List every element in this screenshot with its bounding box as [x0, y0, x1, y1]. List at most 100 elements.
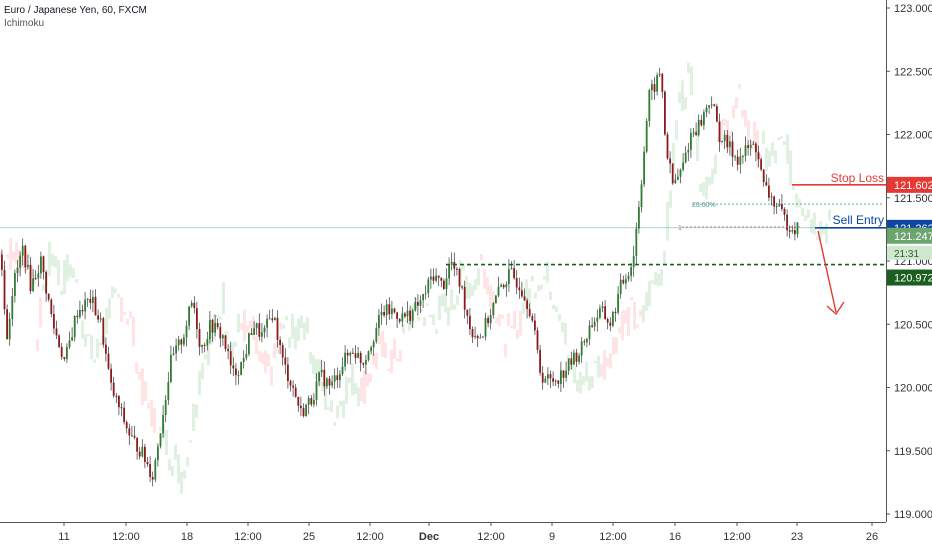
- candle-body: [118, 396, 120, 408]
- candle-body: [692, 132, 695, 134]
- candle-body: [697, 119, 700, 136]
- candle-body: [487, 317, 489, 324]
- cloud-segment: [747, 120, 750, 139]
- candle-body: [266, 318, 268, 328]
- cloud-segment: [543, 276, 546, 280]
- candle-body: [718, 121, 721, 142]
- candle-body: [242, 357, 245, 363]
- cloud-segment: [207, 336, 210, 365]
- candle-body: [274, 317, 276, 321]
- candle-body: [775, 206, 778, 208]
- candle-body: [302, 408, 305, 417]
- cloud-segment: [243, 309, 246, 342]
- cloud-segment: [516, 330, 519, 339]
- candle-body: [781, 203, 783, 209]
- candle-body: [359, 352, 362, 363]
- candle-body: [141, 446, 144, 457]
- cloud-segment: [786, 134, 789, 164]
- candle-body: [401, 313, 404, 322]
- candle-body: [305, 404, 307, 417]
- candle-body: [380, 312, 383, 316]
- candle-body: [684, 152, 687, 163]
- cloud-segment: [489, 285, 492, 308]
- candle-body: [570, 358, 573, 365]
- cloud-segment: [540, 284, 543, 290]
- cloud-segment: [315, 359, 318, 381]
- candle-body: [253, 328, 255, 335]
- cloud-segment: [501, 314, 504, 319]
- cloud-segment: [321, 381, 324, 392]
- candle-body: [773, 196, 775, 207]
- candle-body: [599, 308, 601, 318]
- candle-body: [752, 143, 755, 145]
- candle-body: [544, 378, 547, 383]
- candle-body: [518, 287, 521, 291]
- candle-body: [81, 309, 84, 312]
- candle-body: [505, 284, 508, 288]
- candle-body: [669, 158, 671, 164]
- candle-body: [710, 104, 713, 106]
- candle-body: [448, 264, 450, 279]
- cloud-segment: [525, 279, 528, 308]
- candle-body: [294, 387, 297, 397]
- cloud-segment: [183, 470, 186, 479]
- candle-body: [372, 341, 375, 348]
- cloud-segment: [273, 343, 276, 358]
- cloud-segment: [771, 142, 774, 157]
- candle-body: [315, 381, 318, 401]
- cloud-segment: [537, 285, 540, 292]
- y-tick-label: 122.000: [894, 130, 932, 142]
- cloud-segment: [99, 342, 102, 346]
- candle-body: [167, 382, 170, 400]
- candle-body: [625, 279, 627, 284]
- cloud-segment: [666, 201, 669, 241]
- cloud-segment: [498, 314, 501, 326]
- cloud-segment: [267, 353, 270, 367]
- y-tick-label: 122.500: [894, 66, 932, 78]
- cloud-segment: [627, 306, 630, 336]
- candle-body: [502, 284, 505, 288]
- candle-body: [760, 159, 762, 170]
- candle-body: [677, 176, 679, 180]
- candle-body: [375, 327, 378, 342]
- cloud-segment: [762, 130, 765, 144]
- cloud-segment: [405, 320, 408, 323]
- cloud-segment: [513, 310, 516, 330]
- candle-body: [32, 278, 34, 292]
- candle-body: [40, 256, 42, 274]
- cloud-segment: [447, 307, 450, 326]
- ichimoku-cloud: [0, 62, 831, 494]
- candle-body: [479, 337, 482, 339]
- cloud-segment: [342, 400, 345, 419]
- candle-body: [791, 230, 794, 232]
- candle-body: [344, 352, 346, 367]
- current-price-box: [887, 227, 932, 244]
- candle-body: [578, 355, 580, 362]
- cloud-segment: [36, 339, 39, 351]
- candle-body: [549, 374, 552, 379]
- cloud-segment: [606, 357, 609, 367]
- cloud-segment: [30, 264, 33, 277]
- candle-body: [640, 184, 643, 208]
- cloud-segment: [87, 333, 90, 337]
- x-tick-label: 12:00: [723, 531, 751, 543]
- cloud-segment: [171, 466, 174, 477]
- cloud-segment: [225, 331, 228, 340]
- candle-body: [19, 255, 21, 268]
- candle-body: [788, 230, 791, 232]
- candle-body: [770, 196, 773, 198]
- cloud-segment: [300, 315, 303, 329]
- candle-body: [8, 318, 11, 340]
- candle-body: [203, 344, 206, 346]
- candle-body: [14, 273, 16, 297]
- cloud-segment: [51, 253, 54, 266]
- cloud-segment: [12, 251, 15, 261]
- candle-body: [635, 228, 638, 256]
- y-tick-label: 123.000: [894, 3, 932, 15]
- cloud-segment: [657, 273, 660, 287]
- current-price-value: 121.247: [894, 231, 932, 243]
- x-tick-label: 12:00: [477, 531, 505, 543]
- candle-body: [645, 121, 648, 152]
- cloud-segment: [297, 318, 300, 341]
- cloud-segment: [633, 301, 636, 330]
